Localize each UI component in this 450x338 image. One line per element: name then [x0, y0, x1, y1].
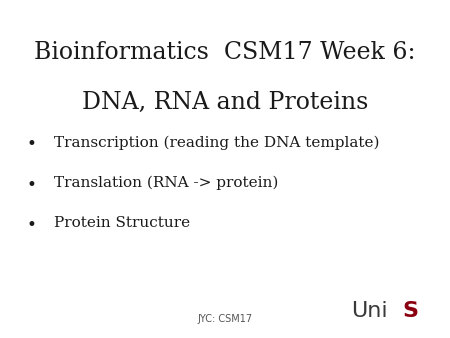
- Text: •: •: [27, 216, 36, 234]
- Text: Protein Structure: Protein Structure: [54, 216, 190, 230]
- Text: •: •: [27, 176, 36, 194]
- Text: Translation (RNA -> protein): Translation (RNA -> protein): [54, 176, 279, 190]
- Text: Uni: Uni: [351, 301, 387, 321]
- Text: •: •: [27, 135, 36, 153]
- Text: DNA, RNA and Proteins: DNA, RNA and Proteins: [82, 91, 368, 114]
- Text: S: S: [403, 301, 419, 321]
- Text: Transcription (reading the DNA template): Transcription (reading the DNA template): [54, 135, 379, 150]
- Text: Bioinformatics  CSM17 Week 6:: Bioinformatics CSM17 Week 6:: [34, 41, 416, 64]
- Text: JYC: CSM17: JYC: CSM17: [198, 314, 252, 324]
